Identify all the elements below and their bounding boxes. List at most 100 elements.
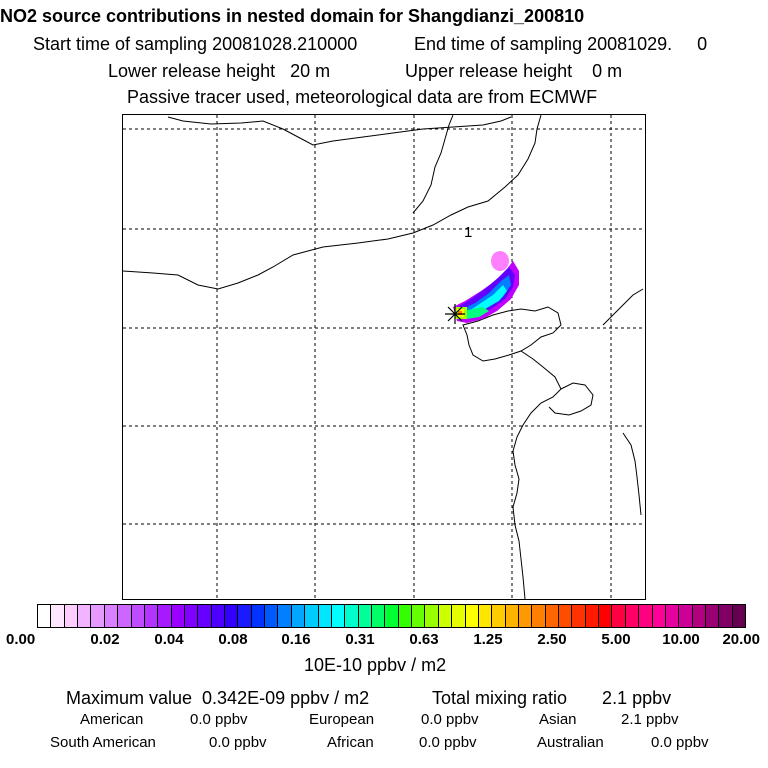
australian-value: 0.0 ppbv (651, 734, 709, 751)
legend-swatch (38, 605, 52, 627)
plume-cell (463, 307, 489, 319)
legend-swatch (665, 605, 680, 627)
legend-swatch (652, 605, 666, 627)
legend-swatch (131, 605, 145, 627)
receptor-label: 1 (464, 224, 472, 241)
legend-tick: 2.50 (537, 631, 567, 648)
legend-swatch (371, 605, 386, 627)
legend-swatch (452, 605, 466, 627)
legend-swatch (532, 605, 546, 627)
total-mixing-ratio: Total mixing ratio 2.1 ppbv (432, 688, 672, 708)
boundaries (122, 114, 644, 600)
legend-swatch (211, 605, 226, 627)
legend-tick: 0.04 (154, 631, 184, 648)
coastline (622, 432, 642, 516)
legend-swatch (331, 605, 346, 627)
color-legend-bar (37, 604, 746, 628)
legend-swatch (385, 605, 399, 627)
south-american-value: 0.0 ppbv (209, 734, 267, 751)
plume (453, 251, 519, 323)
legend-swatch (318, 605, 332, 627)
coastline (548, 382, 594, 416)
legend-swatch (585, 605, 600, 627)
legend-swatch (719, 605, 733, 627)
legend-swatch (692, 605, 706, 627)
legend-swatch (572, 605, 586, 627)
legend-swatch (305, 605, 319, 627)
legend-swatch (612, 605, 626, 627)
map-panel: 1 (122, 114, 646, 600)
legend-tick: 0.02 (90, 631, 120, 648)
border-line (122, 114, 542, 290)
legend-swatch (291, 605, 306, 627)
plume-cell (469, 285, 507, 315)
legend-swatch (545, 605, 560, 627)
australian-label: Australian (537, 734, 604, 751)
legend-swatch (238, 605, 252, 627)
legend-swatch (599, 605, 613, 627)
legend-swatch (465, 605, 479, 627)
legend-tick: 0.63 (409, 631, 439, 648)
marker-stroke (447, 306, 463, 322)
legend-unit: 10E-10 ppbv / m2 (304, 655, 447, 675)
legend-swatch (398, 605, 413, 627)
legend-swatch (732, 605, 746, 627)
european-label: European (309, 711, 375, 728)
asian-value: 2.1 ppbv (621, 711, 679, 728)
plot-title: NO2 source contributions in nested domai… (0, 6, 585, 26)
legend-swatch (559, 605, 573, 627)
american-value: 0.0 ppbv (190, 711, 248, 728)
graticule (123, 115, 645, 599)
legend-tick: 20.00 (722, 631, 760, 648)
legend-swatch (144, 605, 159, 627)
legend-swatch (639, 605, 653, 627)
legend-swatch (251, 605, 266, 627)
border-line (167, 116, 512, 146)
max-value: Maximum value 0.342E-09 ppbv / m2 (66, 688, 370, 708)
african-value: 0.0 ppbv (419, 734, 477, 751)
legend-tick: 1.25 (473, 631, 503, 648)
legend-swatch (492, 605, 506, 627)
legend-swatch (438, 605, 453, 627)
legend-swatch (358, 605, 372, 627)
legend-tick: 0.00 (6, 631, 36, 648)
legend-tick: 5.00 (601, 631, 631, 648)
legend-swatch (198, 605, 212, 627)
coastline (602, 288, 644, 326)
legend-swatch (158, 605, 172, 627)
legend-swatch (225, 605, 239, 627)
legend-swatch (64, 605, 79, 627)
coastline (512, 350, 562, 600)
border-line (412, 114, 454, 214)
legend-tick: 0.08 (218, 631, 248, 648)
receptor-marker (445, 304, 465, 324)
legend-tick: 10.00 (662, 631, 700, 648)
south-american-label: South American (50, 734, 156, 751)
legend-swatch (625, 605, 640, 627)
american-label: American (80, 711, 144, 728)
legend-swatch (265, 605, 279, 627)
legend-swatch (184, 605, 199, 627)
start-time-label: Start time of sampling 20081028.210000 (33, 34, 358, 54)
legend-swatch (425, 605, 439, 627)
coastline (462, 306, 562, 362)
tracer-note: Passive tracer used, meteorological data… (127, 87, 598, 107)
legend-swatch (104, 605, 119, 627)
legend-swatch (118, 605, 132, 627)
end-time-label: End time of sampling 20081029. 0 (414, 34, 708, 54)
plume-cell (463, 275, 511, 313)
legend-swatch (51, 605, 65, 627)
legend-swatch (518, 605, 533, 627)
legend-swatch (705, 605, 720, 627)
map-svg: 1 (122, 114, 645, 600)
legend-swatch (478, 605, 493, 627)
legend-swatch (345, 605, 359, 627)
plume-cell (458, 311, 462, 315)
lower-release-label: Lower release height 20 m (108, 61, 331, 81)
legend-swatch (91, 605, 105, 627)
legend-swatch (679, 605, 693, 627)
legend-swatch (505, 605, 519, 627)
legend-swatch (171, 605, 185, 627)
legend-swatch (278, 605, 292, 627)
legend-tick: 0.16 (281, 631, 311, 648)
